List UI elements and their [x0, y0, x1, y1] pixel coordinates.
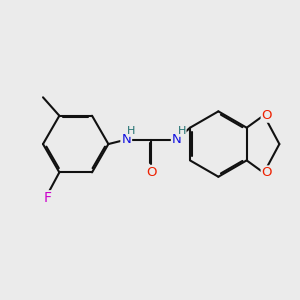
Text: F: F [44, 191, 52, 205]
Text: H: H [178, 126, 186, 136]
Text: O: O [262, 109, 272, 122]
Text: N: N [172, 133, 182, 146]
Text: O: O [146, 166, 157, 179]
Text: N: N [121, 133, 131, 146]
Text: H: H [127, 126, 136, 136]
Text: O: O [262, 167, 272, 179]
